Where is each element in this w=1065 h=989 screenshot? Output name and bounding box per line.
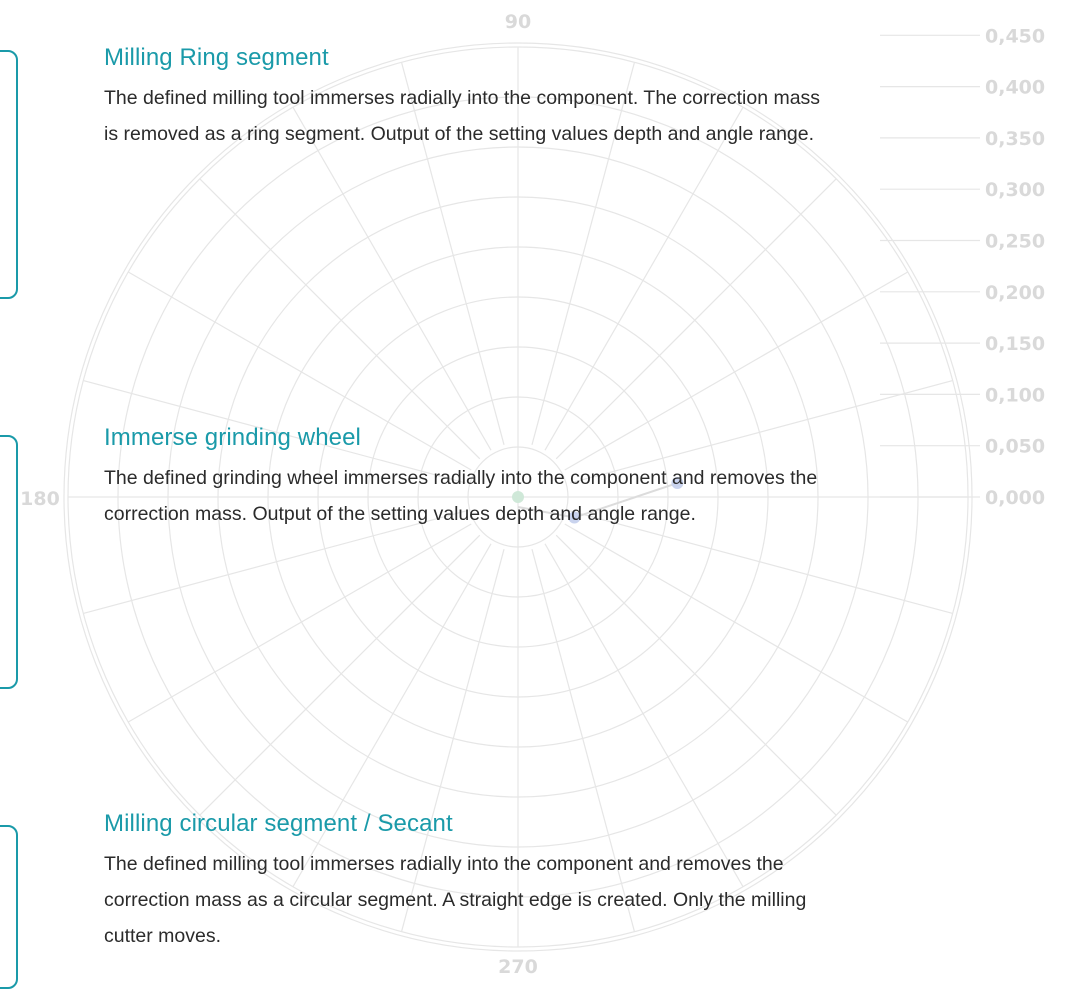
description-line: correction mass. Output of the setting v…	[104, 503, 696, 525]
polar-grid-spoke	[127, 523, 472, 723]
description-line: cutter moves.	[104, 925, 222, 947]
section-description: The defined grinding wheel immerses radi…	[104, 460, 1004, 532]
polar-grid-spoke	[544, 543, 744, 888]
polar-grid-spoke	[570, 510, 953, 615]
section-description: The defined milling tool immerses radial…	[104, 846, 1004, 954]
side-tab-grinding-wheel[interactable]	[0, 435, 18, 689]
polar-grid-spoke	[400, 549, 505, 932]
polar-grid-spoke	[83, 379, 466, 484]
polar-grid-spoke	[555, 178, 837, 460]
polar-grid-spoke	[544, 106, 744, 451]
section-immerse-grinding: Immerse grinding wheel The defined grind…	[104, 424, 1004, 532]
series-line	[517, 506, 575, 519]
radial-tick-label: 0,000	[985, 487, 1045, 509]
description-line: correction mass as a circular segment. A…	[104, 889, 807, 911]
series-line	[574, 482, 678, 519]
radial-tick-label: 0,200	[985, 282, 1045, 304]
description-line: The defined milling tool immerses radial…	[104, 87, 821, 109]
description-line: The defined milling tool immerses radial…	[104, 853, 784, 875]
data-point	[512, 491, 524, 503]
polar-grid-spoke	[83, 510, 466, 615]
polar-grid-spoke	[292, 106, 492, 451]
radial-tick-label: 0,100	[985, 384, 1045, 406]
polar-grid-spoke	[127, 271, 472, 471]
polar-grid-spoke	[564, 271, 909, 471]
radial-tick-label: 0,050	[985, 436, 1045, 458]
radial-tick-label: 0,350	[985, 128, 1045, 150]
angular-label: 180	[20, 488, 60, 510]
section-milling-ring: Milling Ring segment The defined milling…	[104, 44, 1004, 152]
section-title: Milling Ring segment	[104, 44, 329, 71]
polar-grid-spoke	[292, 543, 492, 888]
description-line: The defined grinding wheel immerses radi…	[104, 467, 818, 489]
polar-grid-spoke	[400, 62, 505, 445]
radial-tick-label: 0,150	[985, 333, 1045, 355]
side-tab-circular-segment[interactable]	[0, 825, 18, 989]
polar-grid-spoke	[531, 549, 636, 932]
section-description: The defined milling tool immerses radial…	[104, 80, 1004, 152]
polar-grid-spoke	[555, 534, 837, 816]
polar-grid-spoke	[531, 62, 636, 445]
polar-grid-spoke	[570, 379, 953, 484]
radial-tick-label: 0,300	[985, 179, 1045, 201]
radial-tick-label: 0,450	[985, 25, 1045, 47]
section-milling-circular: Milling circular segment / Secant The de…	[104, 810, 1004, 954]
radial-tick-label: 0,400	[985, 77, 1045, 99]
polar-grid-spoke	[564, 523, 909, 723]
polar-grid-spoke	[199, 534, 481, 816]
radial-tick-label: 0,250	[985, 231, 1045, 253]
angular-label: 90	[505, 11, 531, 33]
data-point	[671, 477, 684, 490]
angular-label: 270	[498, 956, 538, 978]
side-tab-milling-ring[interactable]	[0, 50, 18, 299]
data-point	[568, 511, 581, 524]
section-title: Milling circular segment / Secant	[104, 810, 453, 837]
description-line: is removed as a ring segment. Output of …	[104, 123, 815, 145]
polar-grid-spoke	[199, 178, 481, 460]
section-title: Immerse grinding wheel	[104, 424, 361, 451]
